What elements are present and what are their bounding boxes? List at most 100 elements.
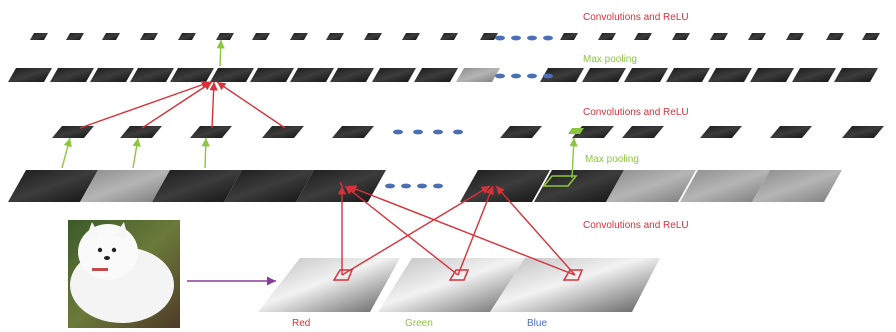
pool-window (542, 175, 578, 187)
feature-map-tile (330, 68, 374, 82)
label-pool-top: Max pooling (583, 54, 637, 65)
feature-map-tile (372, 68, 416, 82)
feature-map-tile (262, 126, 304, 138)
feature-map-tile (710, 33, 728, 40)
feature-map-tile (252, 33, 270, 40)
ellipsis-dot (543, 35, 553, 41)
ellipsis-dot (393, 129, 403, 135)
feature-map-tile (210, 68, 254, 82)
feature-map-tile (456, 68, 500, 82)
ellipsis-dot (495, 73, 505, 79)
ellipsis-dot (543, 73, 553, 79)
channel-label-green: Green (405, 318, 433, 329)
feature-map-tile (480, 33, 498, 40)
feature-map-tile (460, 170, 550, 202)
feature-map-tile (672, 33, 690, 40)
ellipsis-dot (527, 73, 537, 79)
receptive-field-green (448, 269, 470, 281)
feature-map-tile (862, 33, 880, 40)
feature-map-tile (440, 33, 458, 40)
feature-map-tile (792, 68, 836, 82)
label-pool-mid: Max pooling (585, 154, 639, 165)
channel-label-red: Red (292, 318, 311, 329)
feature-map-tile (680, 170, 770, 202)
ellipsis-dot (433, 183, 443, 189)
feature-map-tile (216, 33, 234, 40)
channel-green-map (378, 258, 536, 312)
receptive-field-red (332, 269, 354, 281)
feature-map-tile (364, 33, 382, 40)
feature-map-tile (178, 33, 196, 40)
feature-map-tile (190, 126, 232, 138)
feature-map-tile (170, 68, 214, 82)
ellipsis-dot (433, 129, 443, 135)
feature-map-tile (834, 68, 878, 82)
channel-label-blue: Blue (527, 318, 548, 329)
feature-map-tile (102, 33, 120, 40)
pool-target (568, 128, 584, 134)
feature-map-tile (826, 33, 844, 40)
feature-map-tile (8, 68, 52, 82)
feature-map-tile (606, 170, 696, 202)
feature-map-tile (66, 33, 84, 40)
ellipsis-dot (511, 35, 521, 41)
layer-conv-mid (52, 126, 884, 138)
feature-map-tile (290, 68, 334, 82)
input-photo (68, 220, 180, 328)
feature-map-tile (332, 126, 374, 138)
feature-map-tile (130, 68, 174, 82)
label-conv-mid: Convolutions and ReLU (583, 107, 689, 118)
label-conv-top: Convolutions and ReLU (583, 12, 689, 23)
ellipsis-dot (527, 35, 537, 41)
feature-map-tile (250, 68, 294, 82)
pool-arrows (61, 39, 578, 179)
feature-map-tile (140, 33, 158, 40)
feature-map-tile (622, 126, 664, 138)
feature-map-tile (560, 33, 578, 40)
feature-map-tile (750, 68, 794, 82)
feature-map-tile (748, 33, 766, 40)
ellipsis-dots (385, 35, 553, 189)
feature-map-tile (634, 33, 652, 40)
feature-map-tile (842, 126, 884, 138)
conv-arrows-mid (339, 181, 343, 187)
ellipsis-dot (385, 183, 395, 189)
ellipsis-dot (495, 35, 505, 41)
feature-map-tile (90, 68, 134, 82)
feature-map-tile (534, 170, 624, 202)
channel-red-map (258, 258, 400, 312)
feature-map-tile (598, 33, 616, 40)
feature-map-tile (326, 33, 344, 40)
feature-map-tile (152, 170, 242, 202)
feature-map-tile (52, 126, 94, 138)
feature-map-tile (666, 68, 710, 82)
feature-map-tile (752, 170, 842, 202)
feature-map-tile (80, 170, 170, 202)
conv-arrows-bottom (337, 185, 576, 276)
feature-map-tile (120, 126, 162, 138)
ellipsis-dot (401, 183, 411, 189)
ellipsis-dot (417, 183, 427, 189)
feature-map-tile (402, 33, 420, 40)
feature-map-tile (624, 68, 668, 82)
receptive-field-blue (562, 269, 584, 281)
label-conv-bottom: Convolutions and ReLU (583, 220, 689, 231)
layer-conv-top (30, 33, 880, 40)
ellipsis-dot (453, 129, 463, 135)
feature-map-tile (786, 33, 804, 40)
feature-map-tile (582, 68, 626, 82)
feature-map-tile (540, 68, 584, 82)
layer-pool-top (8, 68, 878, 82)
feature-map-tile (30, 33, 48, 40)
feature-map-tile (700, 126, 742, 138)
channel-blue-map (490, 258, 660, 312)
feature-map-tile (50, 68, 94, 82)
feature-map-tile (770, 126, 812, 138)
feature-map-tile (290, 33, 308, 40)
conv-arrows-top (79, 80, 286, 129)
feature-map-tile (224, 170, 314, 202)
feature-map-tile (414, 68, 458, 82)
feature-map-tile (8, 170, 98, 202)
ellipsis-dot (511, 73, 521, 79)
